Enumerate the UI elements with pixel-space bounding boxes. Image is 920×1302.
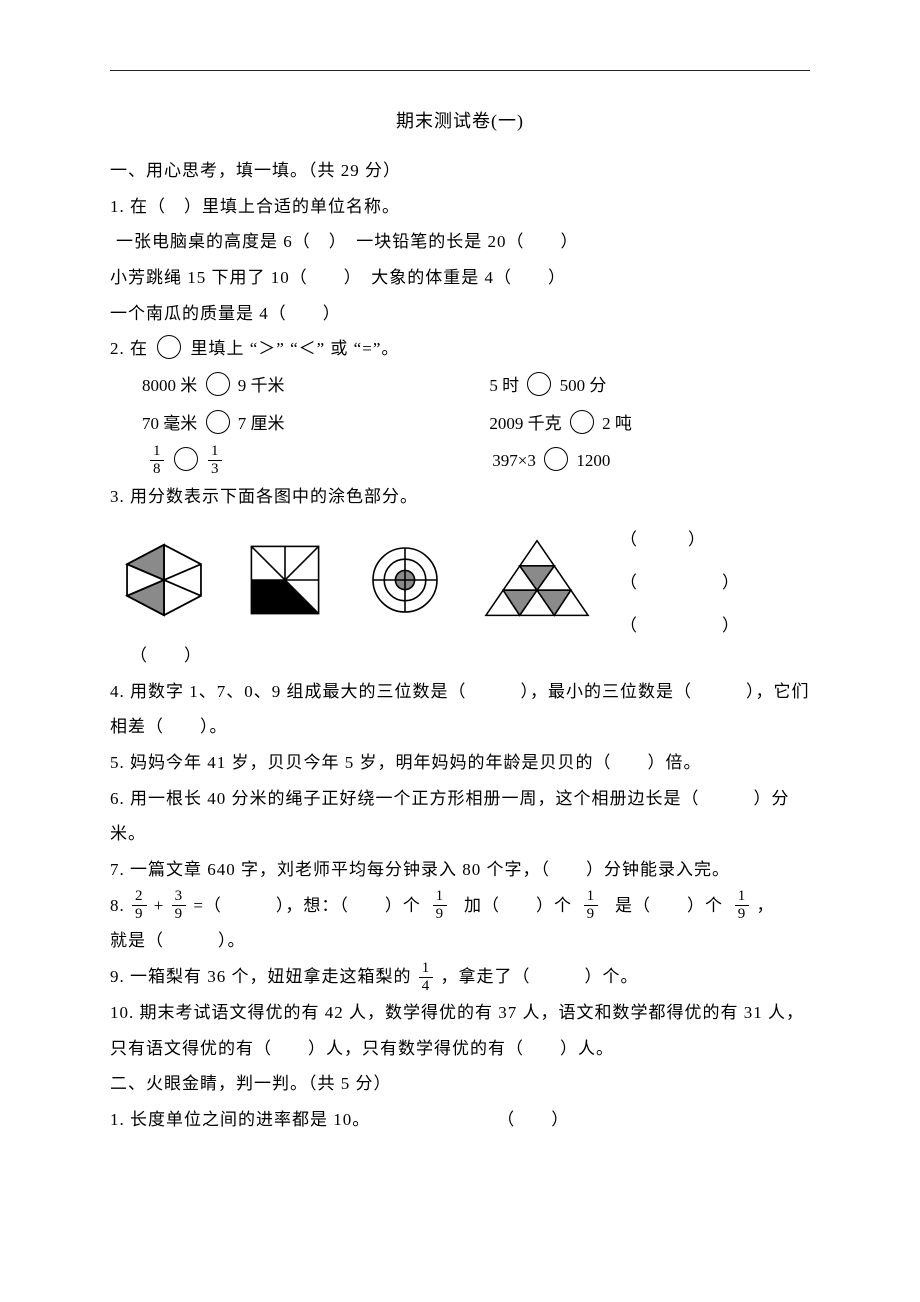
q2-r1r-b: 500 分: [560, 376, 607, 395]
q3-paren-b: （ ）: [620, 568, 739, 593]
fraction-1-4: 1 4: [419, 961, 434, 994]
square-figure: [242, 540, 328, 620]
q3-stem: 3. 用分数表示下面各图中的涂色部分。: [110, 479, 810, 515]
q2-r2r-b: 2 吨: [602, 414, 632, 433]
fraction-1-9-b: 1 9: [584, 889, 599, 922]
top-rule: [110, 70, 810, 71]
q6: 6. 用一根长 40 分米的绳子正好绕一个正方形相册一周，这个相册边长是（ ）分…: [110, 781, 810, 852]
q2-r2l-a: 70 毫米: [142, 414, 197, 433]
q3-paren-column: （ ） （ ） （ ）: [620, 525, 739, 636]
q1-line1: 一张电脑桌的高度是 6（ ） 一块铅笔的长是 20（ ）: [110, 224, 810, 260]
q8: 8. 2 9 + 3 9 =（ ），想：（ ）个 1 9 加（ ）个 1 9 是…: [110, 888, 810, 924]
fraction-1-9-c: 1 9: [735, 889, 750, 922]
q4: 4. 用数字 1、7、0、9 组成最大的三位数是（ ），最小的三位数是（ ），它…: [110, 674, 810, 745]
circle-icon: [527, 372, 551, 396]
fraction-1-9-a: 1 9: [433, 889, 448, 922]
circle-icon: [206, 410, 230, 434]
s2-q1: 1. 长度单位之间的进率都是 10。 （ ）: [110, 1102, 810, 1138]
q2-r2r-a: 2009 千克: [489, 414, 566, 433]
q8-plus: +: [154, 896, 170, 915]
q8-tail2: 就是（ ）。: [110, 923, 810, 959]
q3-figures: （ ） （ ） （ ）: [110, 515, 810, 638]
section2-header: 二、火眼金睛，判一判。（共 5 分）: [110, 1066, 810, 1102]
q3-paren-a: （ ）: [620, 525, 739, 550]
fraction-1-8: 1 8: [150, 444, 164, 477]
fraction-3-9: 3 9: [172, 889, 187, 922]
q2-row1: 8000 米 9 千米 5 时 500 分: [110, 367, 810, 404]
fraction-2-9: 2 9: [132, 889, 147, 922]
q9-tail: ，拿走了（ ）个。: [441, 967, 639, 986]
q2-stem-a: 2. 在: [110, 339, 148, 358]
q2-row2: 70 毫米 7 厘米 2009 千克 2 吨: [110, 405, 810, 442]
q3-paren-below: （ ）: [110, 638, 810, 674]
q8-eq: =（ ），想：（ ）个: [193, 896, 425, 915]
q2-r1r-a: 5 时: [489, 376, 519, 395]
q2-r2l-b: 7 厘米: [238, 414, 285, 433]
q2-r3r-a: 397×3: [492, 451, 536, 470]
q2-r1l-a: 8000 米: [142, 376, 197, 395]
circle-icon: [157, 335, 181, 359]
q9: 9. 一箱梨有 36 个，妞妞拿走这箱梨的 1 4 ，拿走了（ ）个。: [110, 959, 810, 995]
q8-mid1: 加（ ）个: [454, 896, 581, 915]
q1-line2: 小芳跳绳 15 下用了 10（ ） 大象的体重是 4（ ）: [110, 260, 810, 296]
q2-stem: 2. 在 里填上 “＞” “＜” 或 “=”。: [110, 331, 810, 367]
circle-icon: [544, 447, 568, 471]
triangle-figure: [482, 536, 592, 624]
q8-pre: 8.: [110, 896, 130, 915]
q10: 10. 期末考试语文得优的有 42 人，数学得优的有 37 人，语文和数学都得优…: [110, 995, 810, 1066]
fraction-1-3: 1 3: [208, 444, 222, 477]
hexagon-figure: [120, 540, 208, 620]
q1-line3: 一个南瓜的质量是 4（ ）: [110, 296, 810, 332]
q9-pre: 9. 一箱梨有 36 个，妞妞拿走这箱梨的: [110, 967, 412, 986]
q2-r1l-b: 9 千米: [238, 376, 285, 395]
exam-page: 期末测试卷(一) 一、用心思考，填一填。（共 29 分） 1. 在（ ）里填上合…: [0, 0, 920, 1302]
q5: 5. 妈妈今年 41 岁，贝贝今年 5 岁，明年妈妈的年龄是贝贝的（ ）倍。: [110, 745, 810, 781]
q8-mid2: 是（ ）个: [605, 896, 727, 915]
q2-row3: 1 8 1 3 397×3 1200: [110, 442, 810, 479]
circle-icon: [206, 372, 230, 396]
circle-icon: [174, 447, 198, 471]
q2-stem-b: 里填上 “＞” “＜” 或 “=”。: [191, 339, 400, 358]
circle-icon: [570, 410, 594, 434]
q8-tail1: ，: [756, 896, 774, 915]
q3-paren-c: （ ）: [620, 611, 739, 636]
q2-r3r-b: 1200: [576, 451, 610, 470]
q1-stem: 1. 在（ ）里填上合适的单位名称。: [110, 189, 810, 225]
q7: 7. 一篇文章 640 字，刘老师平均每分钟录入 80 个字，（ ）分钟能录入完…: [110, 852, 810, 888]
page-title: 期末测试卷(一): [110, 107, 810, 133]
circle-figure: [362, 540, 448, 620]
section1-header: 一、用心思考，填一填。（共 29 分）: [110, 153, 810, 189]
